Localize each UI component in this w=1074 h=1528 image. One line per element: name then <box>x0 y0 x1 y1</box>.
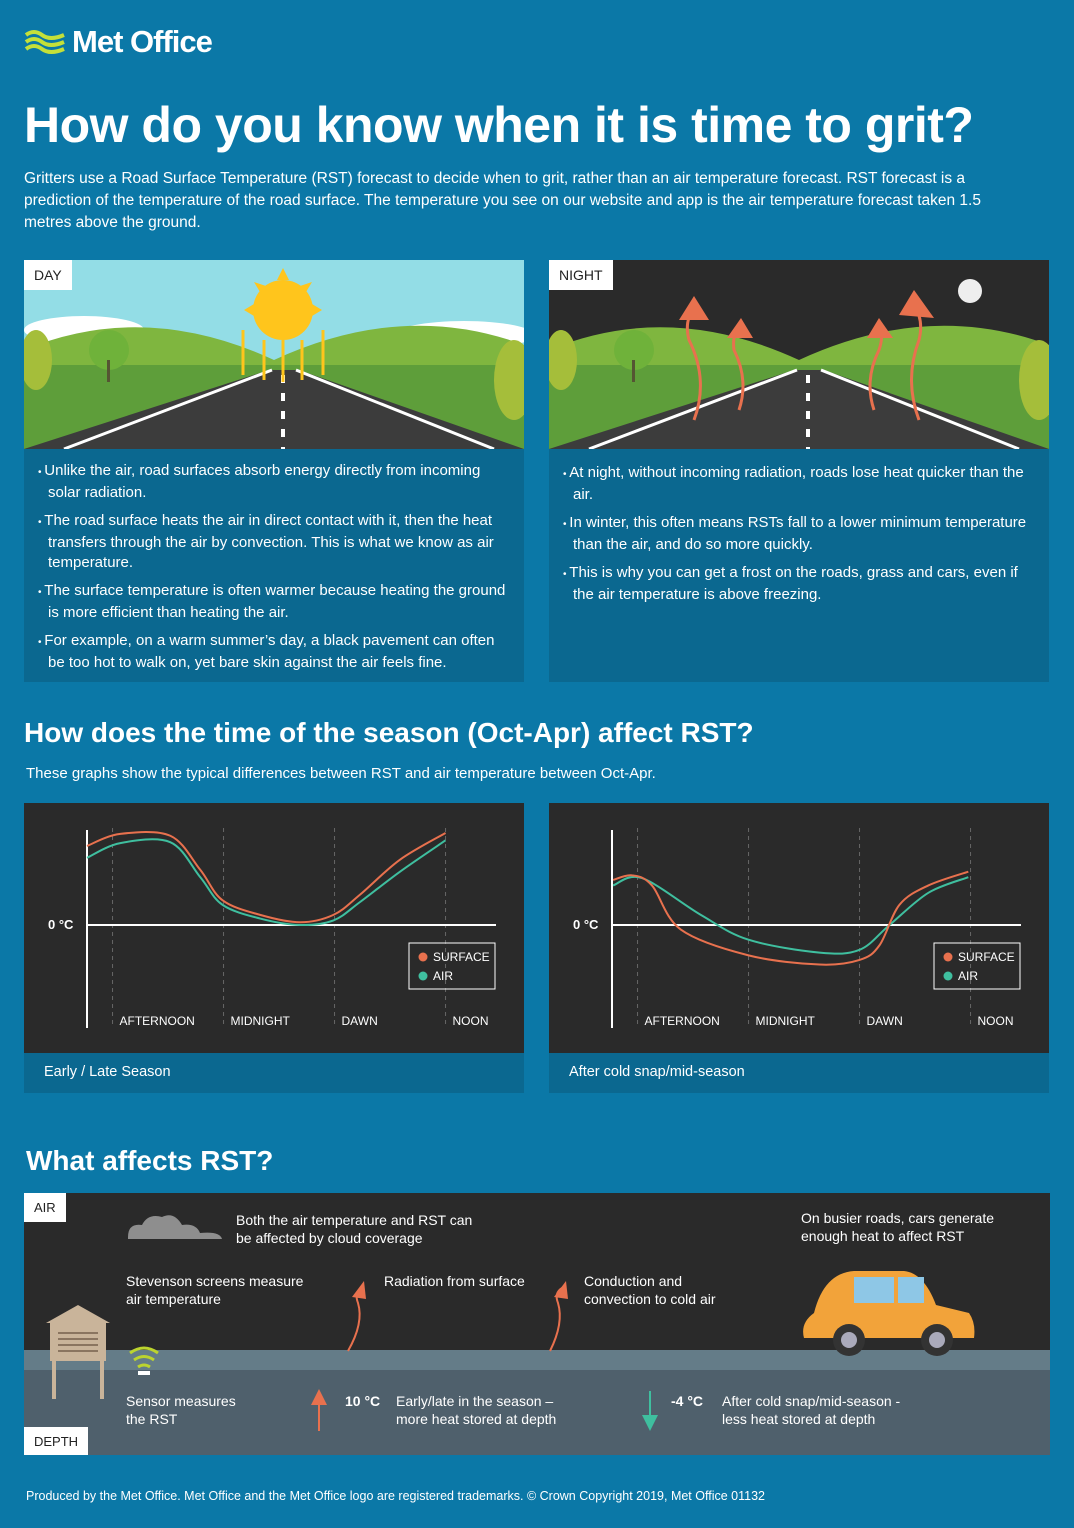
x-tick-label: AFTERNOON <box>645 1014 720 1028</box>
night-illustration: NIGHT <box>549 260 1049 449</box>
day-text-box: Unlike the air, road surfaces absorb ene… <box>24 449 524 682</box>
radiation-text: Radiation from surface <box>384 1273 525 1289</box>
chart-early-late: AFTERNOON MIDNIGHT DAWN NOON 0 °C SURFACE AIR <box>24 803 524 1053</box>
affects-title: What affects RST? <box>26 1145 274 1176</box>
met-office-logo: Met Office <box>24 24 213 60</box>
day-bullet: Unlike the air, road surfaces absorb ene… <box>38 461 510 503</box>
chart-caption: Early / Late Season <box>24 1053 524 1093</box>
cold-temp: -4 °C <box>671 1393 704 1409</box>
logo-waves-icon <box>24 30 65 54</box>
night-bullet: In winter, this often means RSTs fall to… <box>563 513 1035 555</box>
legend-label: SURFACE <box>433 950 490 964</box>
legend-swatch <box>418 971 428 981</box>
stevenson-screen-icon <box>46 1305 110 1399</box>
cold-text: After cold snap/mid-season - less heat s… <box>722 1393 901 1427</box>
legend-swatch <box>418 952 428 962</box>
warm-up-arrow-icon <box>311 1389 327 1431</box>
conduction-text: Conduction and convection to cold air <box>584 1273 716 1307</box>
legend-swatch <box>943 952 953 962</box>
night-bullet: This is why you can get a frost on the r… <box>563 563 1035 605</box>
x-tick-label: MIDNIGHT <box>756 1014 816 1028</box>
warm-text: Early/late in the season – more heat sto… <box>396 1393 557 1427</box>
logo-text: Met Office <box>72 24 213 59</box>
chart-caption: After cold snap/mid-season <box>549 1053 1049 1093</box>
legend-box <box>408 942 496 990</box>
footer-text: Produced by the Met Office. Met Office a… <box>26 1489 765 1503</box>
season-title: How does the time of the season (Oct-Apr… <box>24 717 754 748</box>
cloud-text: Both the air temperature and RST can be … <box>236 1212 473 1246</box>
legend-label: SURFACE <box>958 950 1015 964</box>
legend-label: AIR <box>958 969 978 983</box>
x-tick-label: MIDNIGHT <box>231 1014 291 1028</box>
cars-text: On busier roads, cars generate enough he… <box>801 1210 994 1244</box>
x-tick-label: NOON <box>978 1014 1014 1028</box>
depth-tag: DEPTH <box>24 1427 89 1455</box>
y-axis-label: 0 °C <box>573 917 599 932</box>
rst-factors-diagram: AIR DEPTH Both the air temperature and R… <box>24 1193 1050 1455</box>
warm-temp: 10 °C <box>345 1393 381 1409</box>
day-bullet: For example, on a warm summer’s day, a b… <box>38 631 510 673</box>
x-tick-label: NOON <box>453 1014 489 1028</box>
night-text-box: At night, without incoming radiation, ro… <box>549 449 1049 682</box>
x-tick-label: AFTERNOON <box>120 1014 195 1028</box>
screens-text: Stevenson screens measure air temperatur… <box>126 1273 304 1307</box>
night-bullet: At night, without incoming radiation, ro… <box>563 463 1035 505</box>
night-tag: NIGHT <box>549 260 613 290</box>
cloud-icon <box>128 1215 222 1239</box>
series-line-surface <box>612 870 969 966</box>
day-illustration: DAY <box>24 260 524 449</box>
sensor-icon <box>129 1346 159 1375</box>
season-subtitle: These graphs show the typical difference… <box>26 765 656 782</box>
cold-down-arrow-icon <box>642 1391 658 1431</box>
car-icon <box>803 1271 975 1356</box>
convection-arrow-icon <box>549 1281 568 1352</box>
air-tag: AIR <box>24 1193 66 1222</box>
legend-swatch <box>943 971 953 981</box>
chart-cold-snap: AFTERNOON MIDNIGHT DAWN NOON 0 °C SURFACE AIR <box>549 803 1049 1053</box>
legend-box <box>933 942 1021 990</box>
day-bullet: The surface temperature is often warmer … <box>38 581 510 623</box>
page-title: How do you know when it is time to grit? <box>24 97 974 153</box>
series-line-air <box>86 838 447 927</box>
intro-text: Gritters use a Road Surface Temperature … <box>24 170 981 231</box>
sensor-text: Sensor measures the RST <box>126 1393 236 1427</box>
day-bullet: The road surface heats the air in direct… <box>38 511 510 573</box>
legend-label: AIR <box>433 969 453 983</box>
radiation-arrow-icon <box>347 1281 366 1352</box>
series-line-air <box>612 875 969 955</box>
day-tag: DAY <box>24 260 72 290</box>
x-tick-label: DAWN <box>342 1014 378 1028</box>
y-axis-label: 0 °C <box>48 917 74 932</box>
series-line-surface <box>86 830 447 924</box>
x-tick-label: DAWN <box>867 1014 903 1028</box>
